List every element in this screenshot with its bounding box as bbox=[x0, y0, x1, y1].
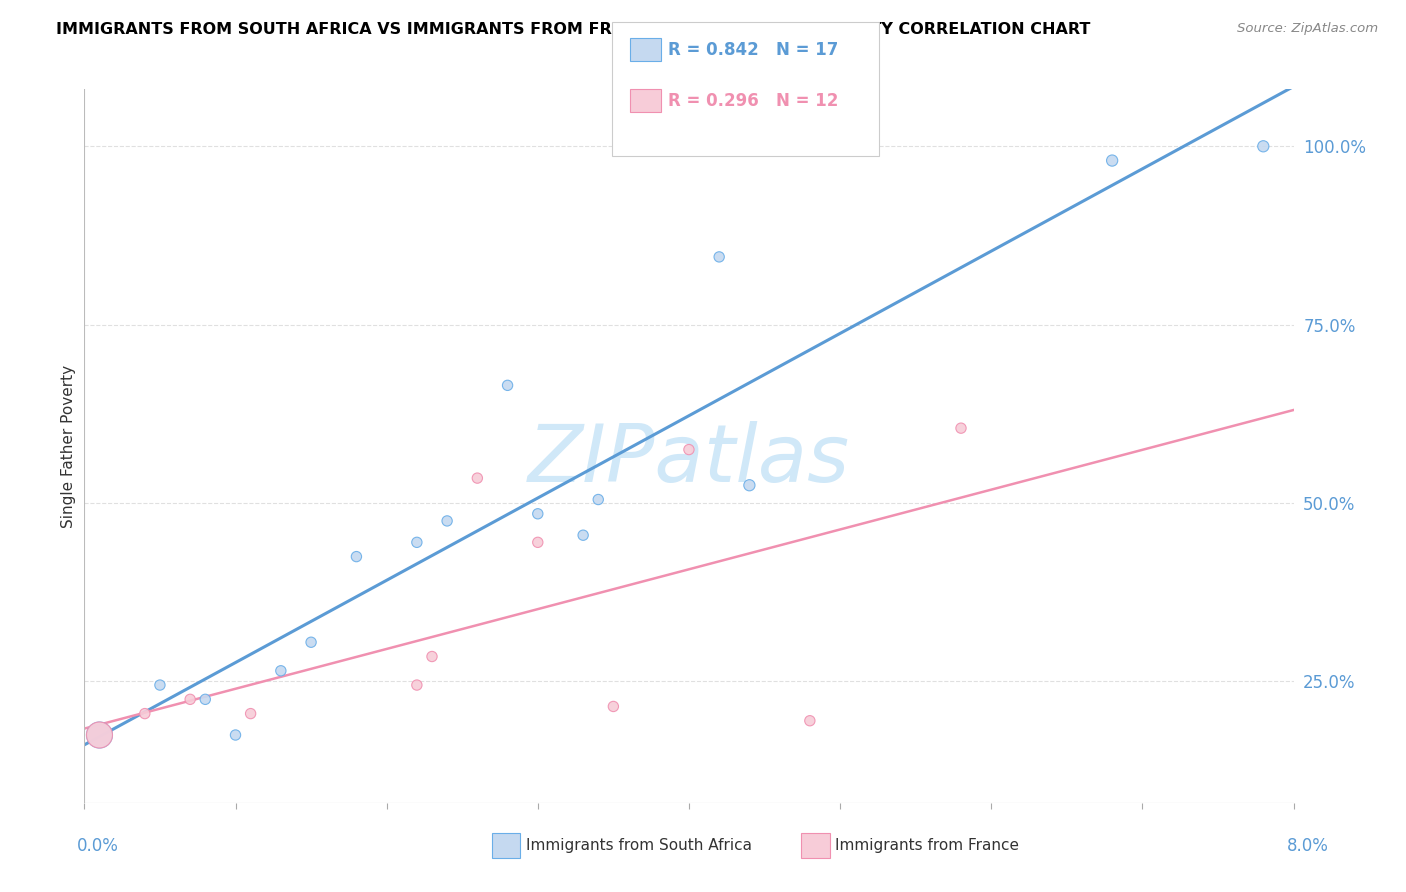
Point bbox=[678, 442, 700, 457]
Point bbox=[1253, 139, 1275, 153]
Text: Source: ZipAtlas.com: Source: ZipAtlas.com bbox=[1237, 22, 1378, 36]
Point bbox=[225, 728, 247, 742]
Point bbox=[270, 664, 292, 678]
Point bbox=[467, 471, 489, 485]
Point bbox=[602, 699, 624, 714]
Point bbox=[134, 706, 156, 721]
Point bbox=[1101, 153, 1123, 168]
Point bbox=[346, 549, 368, 564]
Point bbox=[950, 421, 973, 435]
Point bbox=[572, 528, 595, 542]
Point bbox=[179, 692, 201, 706]
Y-axis label: Single Father Poverty: Single Father Poverty bbox=[60, 365, 76, 527]
Point bbox=[406, 678, 429, 692]
Text: ZIPatlas: ZIPatlas bbox=[527, 421, 851, 500]
Text: 0.0%: 0.0% bbox=[77, 837, 120, 855]
Point bbox=[420, 649, 443, 664]
Point bbox=[299, 635, 322, 649]
Point bbox=[149, 678, 172, 692]
Point bbox=[406, 535, 429, 549]
Point bbox=[799, 714, 821, 728]
Point bbox=[436, 514, 458, 528]
Point bbox=[89, 728, 111, 742]
Text: R = 0.842   N = 17: R = 0.842 N = 17 bbox=[668, 41, 838, 59]
Text: Immigrants from South Africa: Immigrants from South Africa bbox=[526, 838, 752, 853]
Point bbox=[738, 478, 761, 492]
Point bbox=[527, 535, 550, 549]
Point bbox=[89, 728, 111, 742]
Point bbox=[194, 692, 217, 706]
Point bbox=[709, 250, 731, 264]
Text: 8.0%: 8.0% bbox=[1286, 837, 1329, 855]
Point bbox=[239, 706, 262, 721]
Text: IMMIGRANTS FROM SOUTH AFRICA VS IMMIGRANTS FROM FRANCE SINGLE FATHER POVERTY COR: IMMIGRANTS FROM SOUTH AFRICA VS IMMIGRAN… bbox=[56, 22, 1091, 37]
Text: Immigrants from France: Immigrants from France bbox=[835, 838, 1019, 853]
Point bbox=[588, 492, 610, 507]
Point bbox=[527, 507, 550, 521]
Text: R = 0.296   N = 12: R = 0.296 N = 12 bbox=[668, 92, 838, 110]
Point bbox=[496, 378, 519, 392]
